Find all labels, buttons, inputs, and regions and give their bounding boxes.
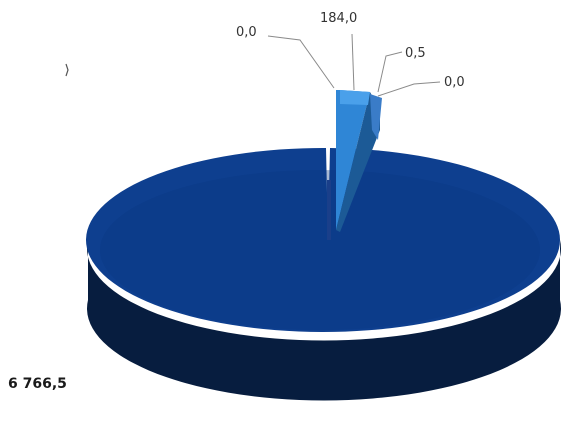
scan-mark bbox=[65, 63, 69, 77]
leader-184 bbox=[351, 33, 355, 91]
slice-184 bbox=[336, 90, 370, 230]
label-184: 184,0 bbox=[320, 11, 357, 26]
slice-main-side bbox=[86, 240, 562, 401]
slice-184-face bbox=[340, 90, 370, 105]
leader-zero-right bbox=[377, 81, 441, 97]
slice-zero-a bbox=[327, 180, 331, 240]
label-05: 0,5 bbox=[405, 46, 426, 61]
label-main: 6 766,5 bbox=[8, 376, 67, 392]
leader-05 bbox=[377, 51, 403, 93]
label-zero-right: 0,0 bbox=[444, 75, 465, 90]
slice-184-side bbox=[336, 92, 380, 232]
leader-zero-left bbox=[267, 35, 335, 89]
slice-main-top bbox=[85, 147, 561, 332]
slice-05 bbox=[370, 94, 382, 140]
label-zero-left: 0,0 bbox=[236, 25, 257, 40]
slice-main-shade bbox=[100, 170, 540, 330]
